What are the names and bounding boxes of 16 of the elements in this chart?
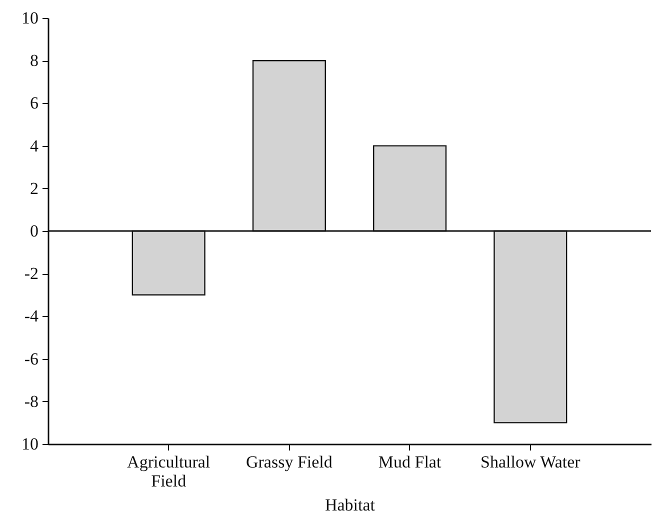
y-tick-label: 10	[22, 8, 38, 28]
x-tick-label: Shallow Water	[480, 452, 581, 472]
x-axis-title: Habitat	[324, 496, 376, 514]
y-tick-label: 10	[22, 434, 38, 454]
y-tick-label: -4	[24, 306, 39, 326]
x-tick-label: Agricultural Field	[127, 452, 210, 490]
y-tick-label: 4	[30, 136, 39, 156]
y-tick-label: -2	[24, 264, 38, 284]
y-tick-label: -8	[24, 392, 38, 411]
x-tick-label: Grassy Field	[246, 452, 333, 472]
y-tick-label: 6	[30, 94, 38, 113]
y-tick-label: 0	[30, 222, 38, 240]
y-tick-label: 2	[30, 178, 38, 198]
y-tick-label: -6	[24, 349, 38, 368]
x-tick-label: Mud Flat	[378, 452, 442, 472]
y-tick-label: 8	[30, 51, 38, 70]
